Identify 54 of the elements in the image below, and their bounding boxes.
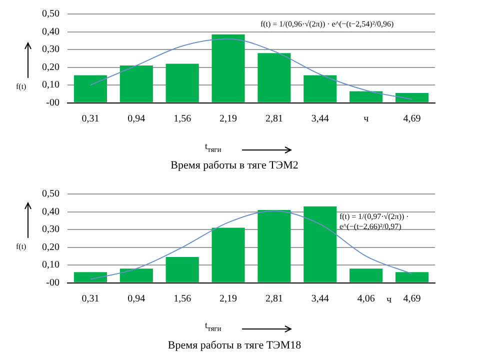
x-tick-label: 2,19 — [220, 293, 238, 304]
x-tick-label: 2,81 — [265, 113, 283, 124]
line-series — [90, 38, 413, 100]
y-tick-label: 0,30 — [42, 44, 60, 56]
x-tick-label: 2,81 — [265, 293, 283, 304]
bar — [258, 210, 291, 282]
y-tick-label: -00 — [46, 97, 60, 108]
x-tick-label: 3,44 — [311, 293, 329, 304]
bar — [212, 228, 245, 282]
bar — [74, 75, 108, 102]
x-tick-label: 1,56 — [174, 293, 192, 304]
bar — [120, 66, 153, 102]
bar — [166, 64, 199, 102]
y-tick-label: 0,50 — [42, 188, 60, 200]
y-axis-title: f(t) — [16, 82, 26, 92]
x-tick-label: ч — [364, 113, 369, 124]
y-tick-label: -00 — [46, 277, 60, 288]
x-tick-label: 0,94 — [128, 113, 146, 124]
annotation: f(t) = 1/(0,96·√(2π)) · e^(−(t−2,54)²/0,96) — [260, 20, 394, 29]
y-tick-label: 0,20 — [42, 62, 60, 73]
bar — [258, 53, 291, 102]
y-tick-label: 0,40 — [42, 206, 60, 218]
x-tick-label: 0,94 — [128, 293, 146, 304]
text: Время работы в тяге ТЭМ2 — [170, 159, 298, 172]
y-tick-label: 0,50 — [42, 8, 60, 20]
y-tick-label: 0,20 — [42, 242, 60, 253]
x-axis-title: t$_{тяги}$ — [205, 319, 222, 335]
y-axis-title: f(t) — [16, 242, 26, 252]
y-tick-label: 0,10 — [42, 80, 60, 91]
x-tick-label: 1,56 — [174, 113, 192, 124]
x-tick-label: 0,31 — [82, 293, 100, 304]
x-tick-label: 4,69 — [403, 113, 421, 124]
bar — [304, 75, 337, 102]
bar — [120, 268, 153, 282]
x-axis-title: t$_{тяги}$ — [205, 140, 222, 156]
annotation: f(t) = 1/(0,97·√(2π)) · e^(−(t−2,66)²/0,97) — [339, 212, 409, 232]
line-series — [90, 210, 413, 280]
bar — [166, 257, 199, 282]
bar — [304, 206, 337, 282]
x-tick-label: 4,06 — [357, 293, 375, 304]
x-tick-label: 4,69 — [403, 293, 421, 304]
x-tick-label: 0,31 — [82, 113, 100, 124]
y-tick-label: 0,30 — [42, 224, 60, 236]
bar — [350, 268, 383, 282]
x-tick-label: 2,19 — [220, 113, 238, 124]
bar — [395, 272, 429, 282]
x-tick-label: 3,44 — [311, 113, 329, 124]
y-tick-label: 0,10 — [42, 260, 60, 271]
bar — [74, 272, 108, 282]
bar — [395, 93, 429, 102]
text: Время работы в тяге ТЭМ18 — [168, 339, 302, 352]
bar — [350, 91, 383, 102]
y-tick-label: 0,40 — [42, 26, 60, 38]
bar — [212, 34, 245, 102]
